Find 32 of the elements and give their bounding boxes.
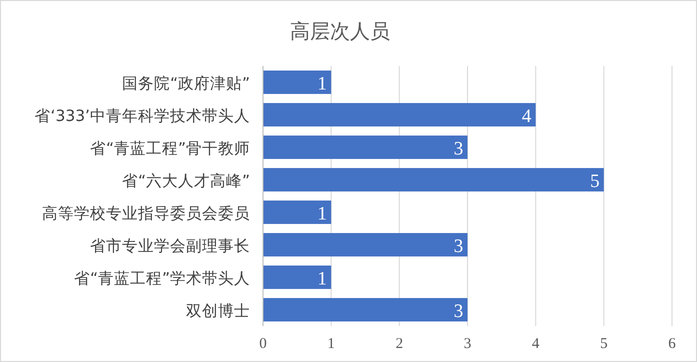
y-tick-label: 省‘333’中青年科学技术带头人 — [34, 106, 250, 125]
bar — [263, 200, 332, 224]
bar — [263, 233, 468, 256]
y-tick-label: 省“青蓝工程”学术带头人 — [74, 269, 250, 288]
y-tick-label: 双创博士 — [186, 302, 250, 320]
x-tick-label: 5 — [600, 336, 608, 352]
bar — [263, 136, 468, 159]
data-label: 1 — [317, 268, 327, 290]
bar — [263, 70, 332, 94]
y-tick-label: 省市专业学会副理事长 — [90, 236, 250, 255]
chart-title: 高层次人员 — [290, 19, 390, 43]
data-label: 4 — [522, 106, 532, 127]
y-tick-label: 省“六大人才高峰” — [122, 172, 250, 190]
x-tick-label: 3 — [464, 336, 472, 352]
data-label: 3 — [454, 300, 464, 322]
x-tick-label: 6 — [668, 336, 676, 352]
data-label: 5 — [590, 170, 600, 192]
y-tick-label: 高等学校专业指导委员会委员 — [42, 204, 250, 222]
data-label: 1 — [317, 203, 327, 224]
bar — [263, 168, 604, 192]
data-label: 3 — [454, 236, 464, 257]
data-label: 1 — [317, 73, 327, 94]
bar — [263, 266, 332, 289]
data-label: 3 — [454, 138, 464, 160]
bar — [263, 103, 536, 126]
x-tick-label: 1 — [327, 336, 335, 352]
x-tick-label: 4 — [532, 336, 540, 352]
x-tick-label: 2 — [396, 336, 404, 352]
bar — [263, 298, 468, 322]
y-tick-label: 国务院“政府津贴” — [122, 74, 250, 92]
x-tick-label: 0 — [259, 336, 267, 352]
y-tick-label: 省“青蓝工程”骨干教师 — [90, 139, 250, 158]
